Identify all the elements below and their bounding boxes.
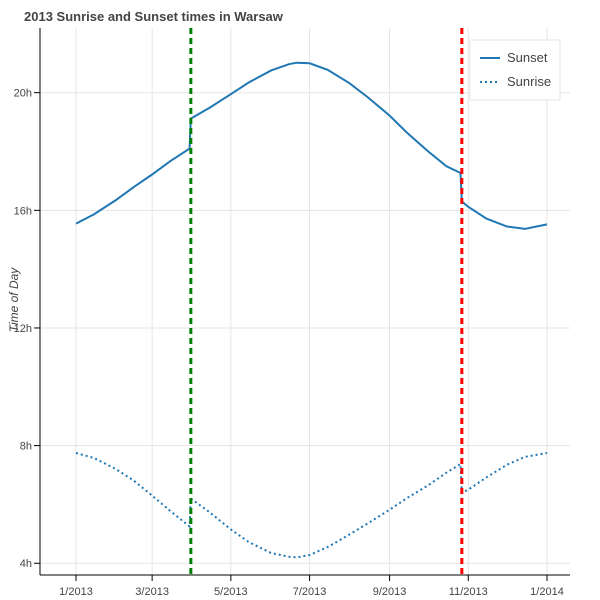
x-tick-label: 3/2013 <box>135 586 169 598</box>
x-tick-label: 5/2013 <box>214 586 248 598</box>
series-lines <box>75 61 548 559</box>
y-axis-label: Time of Day <box>7 267 21 333</box>
legend-label-sunset: Sunset <box>507 50 548 65</box>
axes <box>39 28 570 576</box>
x-axis-ticks: 1/2013 3/2013 5/2013 7/2013 9/2013 11/2013 1/2… <box>59 575 564 598</box>
x-tick-label: 7/2013 <box>293 586 327 598</box>
y-tick-label: 20h <box>14 88 32 100</box>
dst-markers <box>189 28 464 575</box>
legend: Sunset Sunrise <box>469 39 561 101</box>
x-tick-label: 9/2013 <box>373 586 407 598</box>
chart-title: 2013 Sunrise and Sunset times in Warsaw <box>24 9 284 24</box>
x-tick-label: 1/2014 <box>530 586 564 598</box>
y-tick-label: 8h <box>20 441 32 453</box>
x-tick-label: 1/2013 <box>59 586 93 598</box>
series-sunset-line <box>75 61 548 230</box>
legend-box <box>469 39 561 101</box>
y-tick-label: 12h <box>14 323 32 335</box>
grid <box>40 28 570 575</box>
y-axis-ticks: 4h 8h 12h 16h 20h <box>14 88 40 570</box>
y-tick-label: 16h <box>14 205 32 217</box>
y-tick-label: 4h <box>20 558 32 570</box>
legend-label-sunrise: Sunrise <box>507 74 551 89</box>
series-sunrise-line <box>75 452 548 559</box>
x-tick-label: 11/2013 <box>449 586 488 598</box>
